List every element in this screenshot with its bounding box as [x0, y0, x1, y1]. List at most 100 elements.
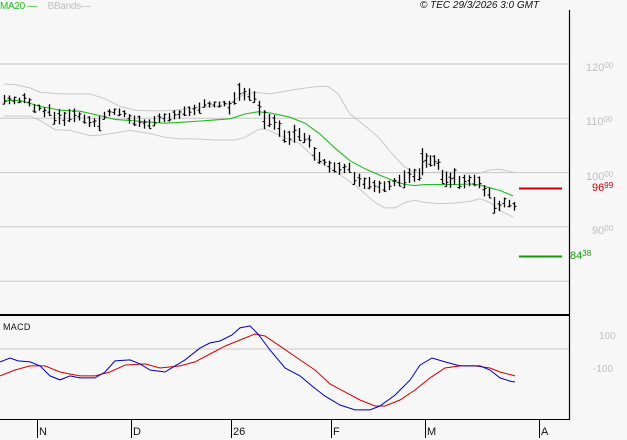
- ma20-polyline: [4, 99, 514, 197]
- ohlc-bar: [37, 104, 42, 111]
- legend-ma20[interactable]: MA20 —: [0, 1, 37, 12]
- support-label: 8438: [570, 249, 592, 262]
- ohlc-bar: [448, 172, 453, 188]
- ohlc-bar: [457, 175, 462, 189]
- ohlc-bar: [82, 114, 87, 124]
- bollinger-bands: [3, 83, 514, 218]
- ohlc-bar: [428, 155, 433, 167]
- ohlc-bar: [87, 116, 92, 127]
- ohlc-bar: [332, 162, 337, 173]
- ohlc-bar: [512, 201, 517, 211]
- x-axis-ticks: [37, 420, 540, 438]
- legend-bbands-label: BBands: [47, 1, 82, 12]
- ohlc-bar: [47, 104, 52, 117]
- ohlc-bar: [440, 169, 445, 184]
- ohlc-bar: [347, 162, 352, 174]
- ohlc-bar: [77, 112, 82, 121]
- ohlc-bar: [377, 180, 382, 194]
- label-dec: 00: [604, 61, 614, 70]
- ma20-line: [4, 99, 514, 197]
- ohlc-bar: [322, 159, 327, 166]
- ohlc-bar: [57, 109, 62, 125]
- ohlc-bar: [412, 168, 417, 182]
- macd-title: MACD: [3, 322, 31, 332]
- ohlc-bar: [362, 177, 367, 189]
- ohlc-bar: [52, 111, 57, 125]
- ohlc-bar: [502, 197, 507, 208]
- ohlc-bar: [492, 197, 497, 214]
- ohlc-bar: [392, 178, 397, 187]
- ohlc-bar: [177, 110, 182, 119]
- x-tick-label: A: [541, 426, 549, 438]
- price-axis-label: 11000: [586, 115, 613, 129]
- legend-bbands[interactable]: BBands—: [48, 1, 91, 12]
- ohlc-bar: [162, 113, 167, 123]
- ohlc-bar: [202, 99, 207, 108]
- label-int: 110: [586, 116, 604, 129]
- chart-legend: MA20 — BBands—: [0, 1, 91, 12]
- price-axis-label: 10000: [586, 170, 613, 183]
- ohlc-bar: [262, 110, 267, 130]
- ohlc-bar: [372, 180, 377, 193]
- chart-frame: [0, 10, 571, 420]
- ohlc-bar: [187, 106, 192, 117]
- label-dec: 00: [603, 115, 613, 125]
- ohlc-bar: [62, 111, 67, 126]
- legend-ma20-swatch: —: [27, 1, 38, 12]
- resistance-label: 9699: [592, 181, 614, 194]
- macd-line: [0, 325, 516, 411]
- ohlc-bar: [42, 107, 47, 118]
- ohlc-bar: [7, 95, 12, 105]
- legend-ma20-label: MA20: [0, 1, 25, 12]
- ohlc-bar: [27, 98, 32, 107]
- ohlc-bar: [337, 162, 342, 175]
- ohlc-bar: [252, 91, 257, 104]
- ohlc-bar: [67, 109, 72, 123]
- ohlc-bar: [2, 95, 7, 105]
- ohlc-bar: [227, 100, 232, 115]
- label-dec: 99: [604, 181, 614, 190]
- x-tick-label: D: [133, 426, 141, 438]
- ohlc-bar: [242, 87, 247, 101]
- label-dec: 38: [582, 249, 592, 258]
- ohlc-bar: [32, 104, 37, 113]
- ohlc-bar: [497, 200, 502, 212]
- macd-lines: [0, 325, 516, 411]
- ohlc-bar: [287, 130, 292, 145]
- ohlc-bar: [102, 111, 107, 120]
- ohlc-bar: [182, 106, 187, 117]
- label-int: 84: [570, 250, 583, 262]
- ohlc-bar: [292, 124, 297, 143]
- ohlc-bar: [477, 176, 482, 189]
- ohlc-bar: [17, 97, 22, 104]
- ohlc-bar: [122, 110, 127, 118]
- ohlc-bar: [167, 112, 172, 122]
- ohlc-bar: [207, 101, 212, 108]
- label-dec: 00: [604, 223, 614, 233]
- ohlc-bar: [402, 170, 407, 189]
- ohlc-bar: [307, 135, 312, 148]
- ohlc-bar: [452, 168, 457, 185]
- ohlc-bar: [312, 147, 317, 161]
- ohlc-bar: [127, 114, 132, 124]
- ohlc-bar: [232, 92, 237, 105]
- bb-lower-line: [4, 115, 514, 218]
- ohlc-bar: [444, 171, 449, 188]
- ohlc-bar: [107, 109, 112, 117]
- price-gridlines: [0, 63, 569, 282]
- ohlc-bar: [92, 118, 97, 127]
- ohlc-bar: [420, 148, 425, 176]
- ohlc-bar: [277, 120, 282, 137]
- x-tick-label: 26: [233, 426, 246, 438]
- ohlc-bar: [172, 110, 177, 120]
- ohlc-bar: [217, 101, 222, 108]
- ohlc-bar: [267, 114, 272, 127]
- ohlc-bar: [317, 152, 322, 164]
- ohlc-bar: [357, 173, 362, 187]
- ohlc-bar: [352, 172, 357, 185]
- ohlc-bar: [157, 113, 162, 123]
- support-resistance-lines: [519, 187, 562, 258]
- signal-line: [0, 333, 516, 407]
- price-axis-label: 9000: [592, 223, 614, 237]
- ohlc-bar: [12, 96, 17, 105]
